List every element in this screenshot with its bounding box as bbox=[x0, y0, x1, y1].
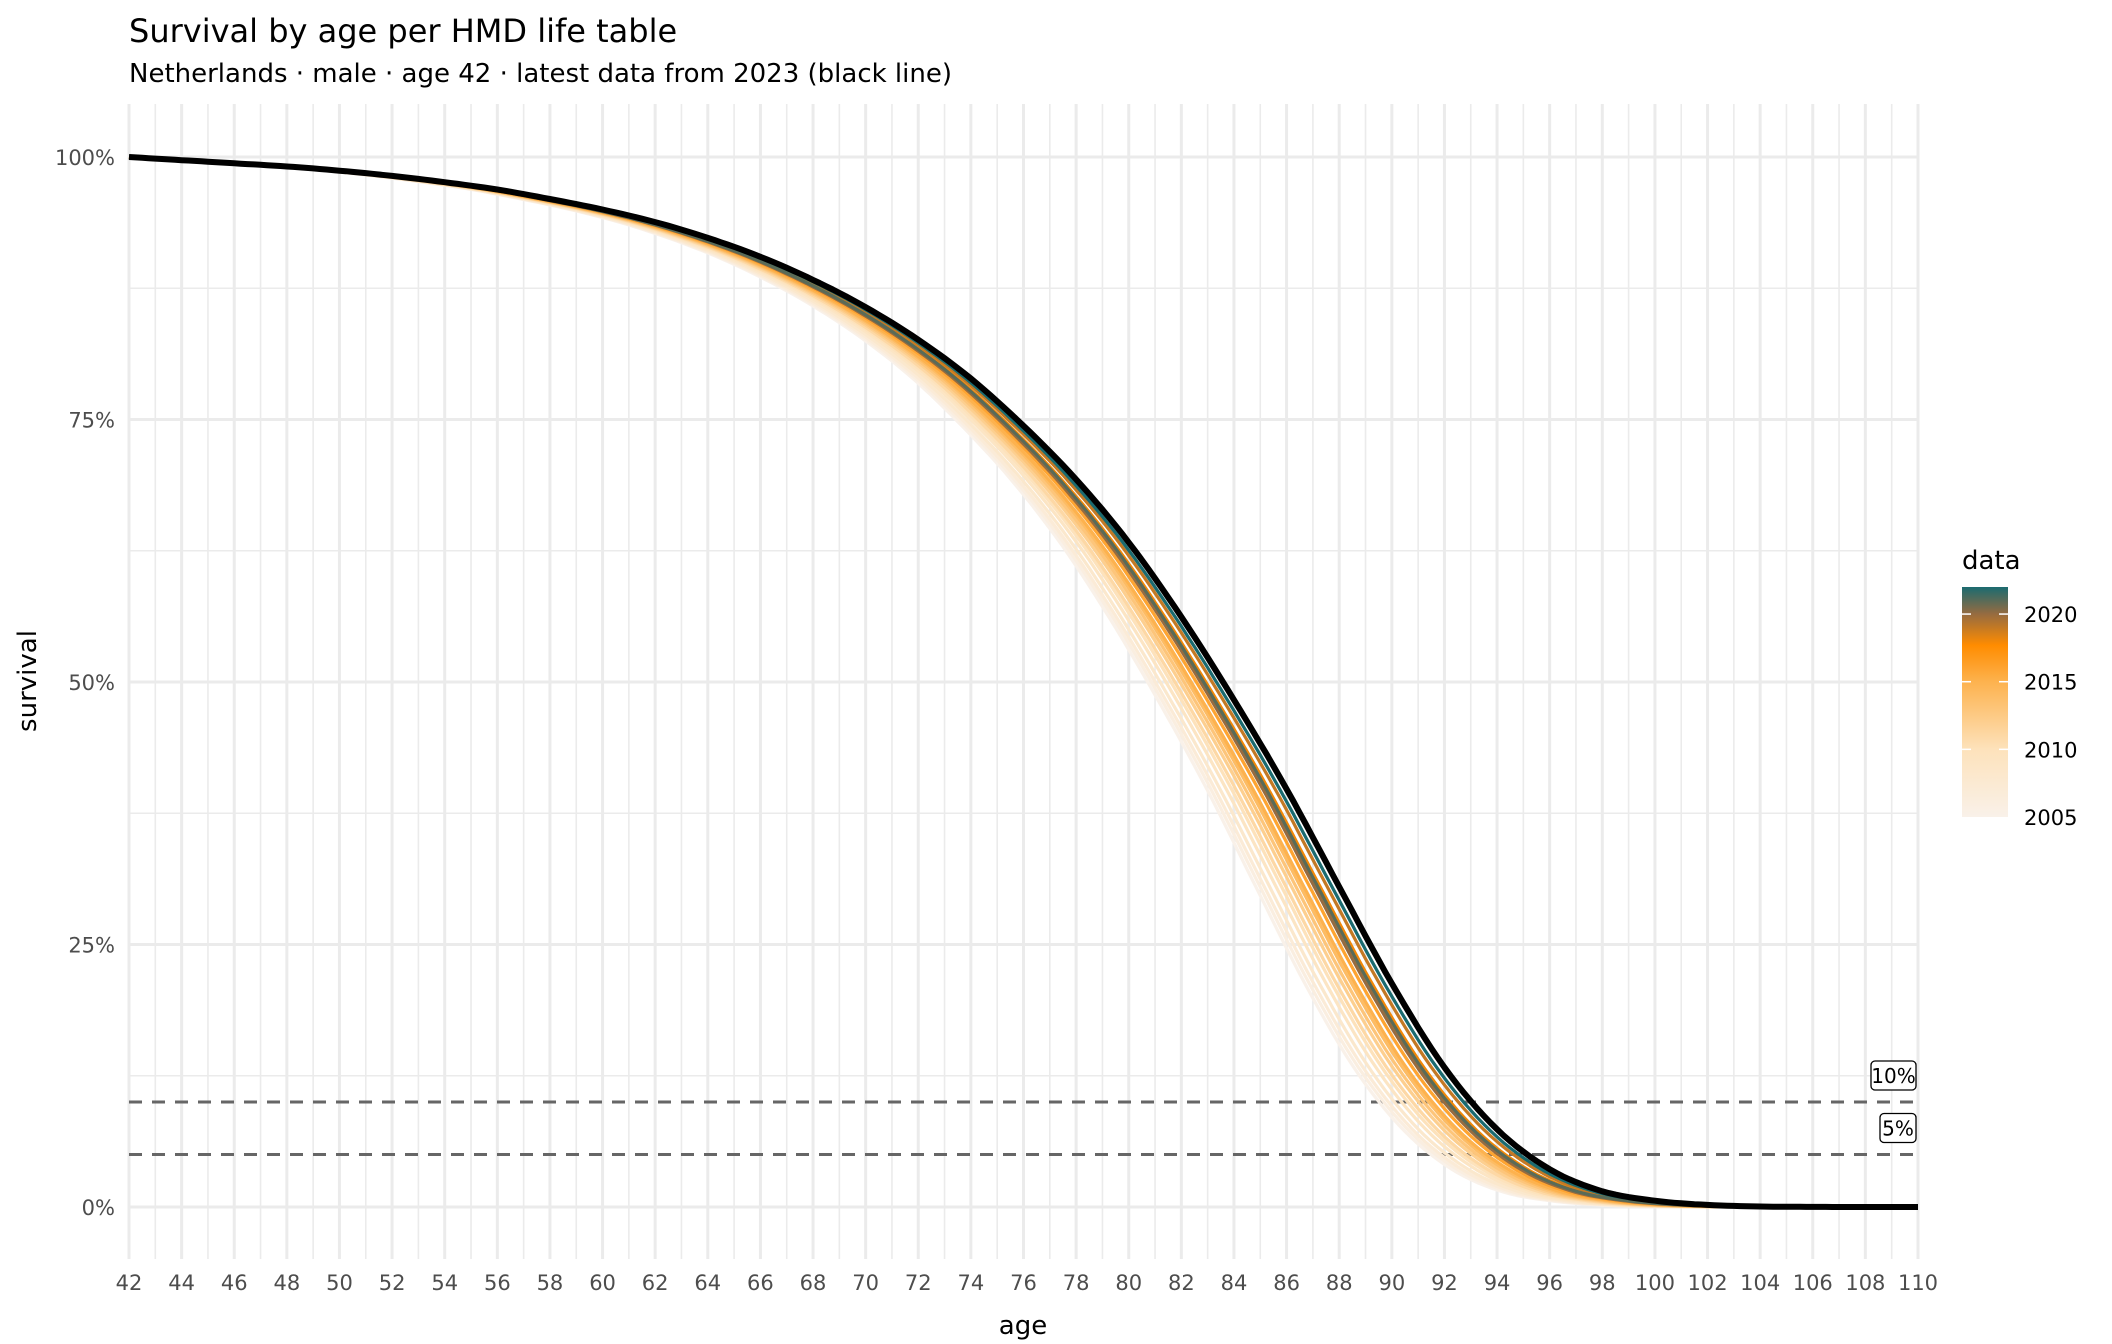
series-lines bbox=[128, 154, 1918, 1210]
legend-label: 2015 bbox=[2024, 671, 2077, 695]
legend-label: 2005 bbox=[2024, 806, 2077, 830]
y-tick-label: 0% bbox=[82, 1196, 115, 1220]
x-tick-label: 86 bbox=[1273, 1271, 1300, 1295]
x-tick-label: 42 bbox=[116, 1271, 143, 1295]
x-tick-label: 102 bbox=[1687, 1271, 1727, 1295]
x-tick-label: 106 bbox=[1793, 1271, 1833, 1295]
x-tick-label: 52 bbox=[379, 1271, 406, 1295]
x-tick-label: 82 bbox=[1168, 1271, 1195, 1295]
x-tick-label: 74 bbox=[958, 1271, 985, 1295]
y-tick-label: 25% bbox=[68, 934, 115, 958]
x-tick-label: 80 bbox=[1115, 1271, 1142, 1295]
reference-labels: 10% 5% bbox=[1870, 1060, 1917, 1144]
chart-subtitle: Netherlands · male · age 42 · latest dat… bbox=[129, 59, 952, 89]
legend-label: 2010 bbox=[2024, 738, 2077, 762]
chart-title: Survival by age per HMD life table bbox=[129, 12, 677, 50]
x-tick-label: 48 bbox=[273, 1271, 300, 1295]
y-tick-label: 100% bbox=[55, 146, 115, 170]
x-tick-label: 64 bbox=[694, 1271, 721, 1295]
y-axis-ticks: 0% 25% 50% 75% 100% bbox=[55, 146, 115, 1220]
x-tick-label: 98 bbox=[1589, 1271, 1616, 1295]
x-tick-label: 84 bbox=[1221, 1271, 1248, 1295]
x-tick-label: 54 bbox=[431, 1271, 458, 1295]
x-tick-label: 68 bbox=[800, 1271, 827, 1295]
reference-label-box bbox=[1879, 1112, 1917, 1144]
x-tick-label: 104 bbox=[1740, 1271, 1780, 1295]
color-legend: data 2005 2010 2015 2020 bbox=[1962, 546, 2077, 830]
x-tick-label: 78 bbox=[1063, 1271, 1090, 1295]
legend-label: 2020 bbox=[2024, 603, 2077, 627]
x-tick-label: 72 bbox=[905, 1271, 932, 1295]
x-tick-label: 60 bbox=[589, 1271, 616, 1295]
x-tick-label: 56 bbox=[484, 1271, 511, 1295]
x-tick-label: 76 bbox=[1010, 1271, 1037, 1295]
x-tick-label: 100 bbox=[1635, 1271, 1675, 1295]
reference-label-box bbox=[1870, 1060, 1917, 1091]
x-tick-label: 62 bbox=[642, 1271, 669, 1295]
x-tick-label: 110 bbox=[1898, 1271, 1938, 1295]
x-tick-label: 88 bbox=[1326, 1271, 1353, 1295]
x-tick-label: 92 bbox=[1431, 1271, 1458, 1295]
x-tick-label: 50 bbox=[326, 1271, 353, 1295]
x-tick-label: 94 bbox=[1484, 1271, 1511, 1295]
y-tick-label: 75% bbox=[68, 409, 115, 433]
y-axis-title: survival bbox=[13, 630, 43, 732]
gridlines bbox=[127, 104, 1920, 1259]
x-tick-label: 108 bbox=[1845, 1271, 1885, 1295]
x-tick-label: 44 bbox=[168, 1271, 195, 1295]
reference-label: 10% bbox=[1871, 1064, 1915, 1088]
x-axis-ticks: 42 44 46 48 50 52 54 56 58 60 62 64 66 68 70 72 74 76 78 80… bbox=[116, 1271, 1938, 1295]
x-tick-label: 96 bbox=[1536, 1271, 1563, 1295]
x-tick-label: 90 bbox=[1378, 1271, 1405, 1295]
legend-title: data bbox=[1962, 546, 2021, 576]
x-tick-label: 58 bbox=[537, 1271, 564, 1295]
x-tick-label: 70 bbox=[852, 1271, 879, 1295]
x-axis-title: age bbox=[999, 1311, 1047, 1341]
y-tick-label: 50% bbox=[68, 671, 115, 695]
legend-colorbar bbox=[1962, 587, 2008, 817]
x-tick-label: 66 bbox=[747, 1271, 774, 1295]
reference-label: 5% bbox=[1882, 1117, 1914, 1141]
survival-line-2023-latest bbox=[128, 154, 1918, 1210]
x-tick-label: 46 bbox=[221, 1271, 248, 1295]
